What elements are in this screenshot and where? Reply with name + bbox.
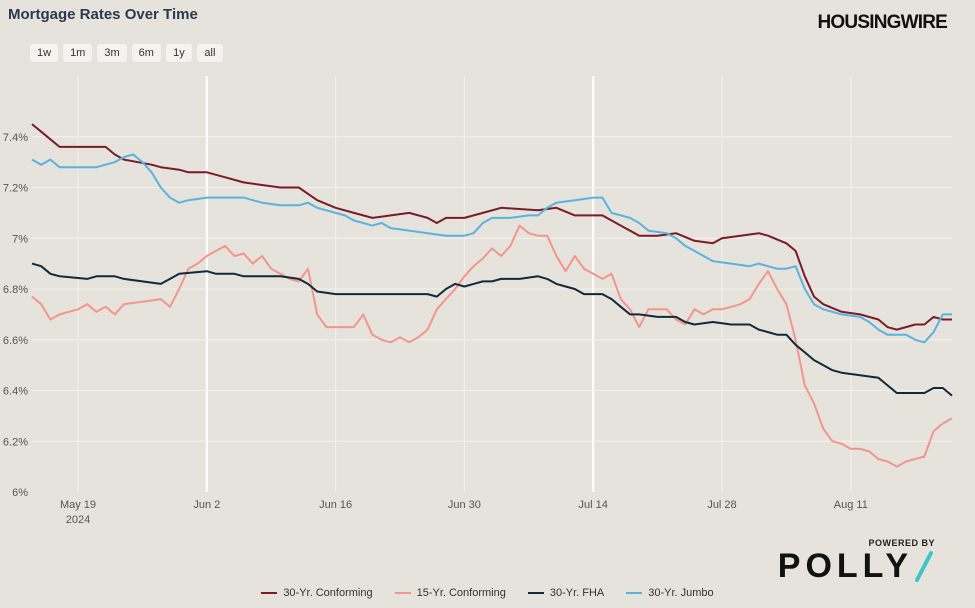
x-tick-label: Jun 2 [193, 499, 220, 511]
legend-label: 30-Yr. FHA [549, 587, 605, 599]
x-tick-label: Jul 14 [579, 499, 608, 511]
range-selector: 1w 1m 3m 6m 1y all [30, 44, 223, 62]
range-button-1m[interactable]: 1m [63, 44, 93, 62]
legend-label: 15-Yr. Conforming [416, 587, 506, 599]
range-button-6m[interactable]: 6m [131, 44, 161, 62]
series-line-30-yr-jumbo[interactable] [31, 153, 952, 344]
housingwire-logo: HOUSINGWIRE [817, 12, 948, 33]
x-axis-labels: May 19 2024 Jun 2 Jun 16 Jun 30 Jul 14 Jul 28 A… [60, 499, 868, 526]
y-tick-label: 7% [12, 233, 28, 245]
x-tick-sublabel: 2024 [66, 514, 90, 526]
chart-legend: 30-Yr. Conforming 15-Yr. Conforming 30-Y… [0, 587, 975, 599]
y-tick-label: 6.6% [3, 335, 28, 347]
x-tick-label: Jun 30 [448, 499, 481, 511]
y-tick-label: 7.2% [3, 183, 28, 195]
legend-item-30yr-fha[interactable]: 30-Yr. FHA [527, 587, 605, 599]
y-tick-label: 6.8% [3, 284, 28, 296]
polly-slash-icon [915, 551, 933, 582]
x-tick-label: Jul 28 [707, 499, 736, 511]
legend-item-15yr-conforming[interactable]: 15-Yr. Conforming [394, 587, 506, 599]
y-tick-label: 6.4% [3, 386, 28, 398]
legend-swatch [527, 592, 544, 594]
legend-item-30yr-conforming[interactable]: 30-Yr. Conforming [261, 587, 373, 599]
range-button-1w[interactable]: 1w [30, 44, 59, 62]
legend-label: 30-Yr. Conforming [283, 587, 373, 599]
series-lines[interactable] [31, 123, 953, 468]
y-tick-label: 6% [12, 487, 28, 499]
series-line-30-yr-fha[interactable] [31, 262, 953, 397]
y-tick-label: 6.2% [3, 436, 28, 448]
legend-item-30yr-jumbo[interactable]: 30-Yr. Jumbo [626, 587, 714, 599]
legend-swatch [394, 592, 411, 594]
legend-label: 30-Yr. Jumbo [648, 587, 714, 599]
legend-swatch [261, 592, 278, 594]
series-line-15-yr-conforming[interactable] [31, 224, 953, 468]
range-button-3m[interactable]: 3m [97, 44, 127, 62]
series-line-30-yr-conforming[interactable] [31, 123, 952, 331]
x-tick-label: Aug 11 [834, 499, 868, 511]
y-tick-label: 7.4% [3, 132, 28, 144]
grid-lines [32, 76, 952, 492]
polly-wordmark: POLLY [777, 547, 913, 585]
x-tick-label: May 19 [60, 499, 96, 511]
highlight-lines [205, 76, 595, 492]
polly-logo: POWERED BY POLLY [778, 538, 935, 583]
range-button-1y[interactable]: 1y [165, 44, 192, 62]
legend-swatch [626, 592, 643, 594]
x-tick-label: Jun 16 [319, 499, 352, 511]
y-axis-labels: 6% 6.2% 6.4% 6.6% 6.8% 7% 7.2% 7.4% [3, 132, 28, 499]
powered-by-label: POWERED BY [868, 538, 935, 548]
chart-title: Mortgage Rates Over Time [8, 6, 198, 23]
range-button-all[interactable]: all [196, 44, 223, 62]
